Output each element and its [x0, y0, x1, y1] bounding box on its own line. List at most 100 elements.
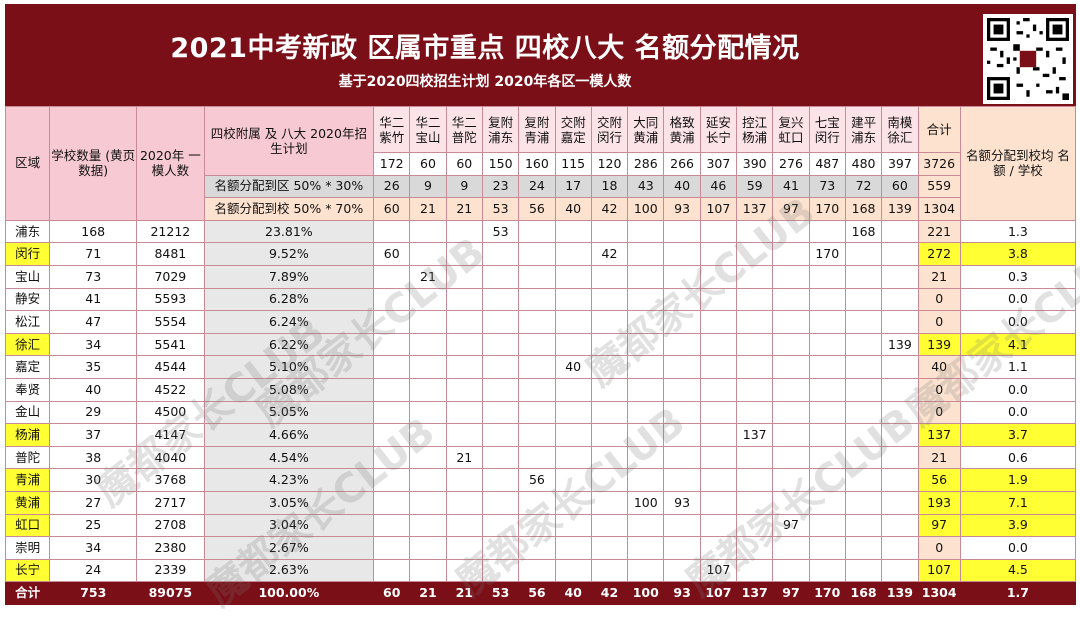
row-total-cell: 272 — [917, 242, 961, 266]
allocation-cell — [481, 536, 520, 560]
allocation-cell — [699, 400, 738, 425]
allocation-cell — [736, 400, 774, 425]
allocation-cell — [554, 468, 592, 492]
allocation-cell — [772, 423, 810, 447]
row-total-cell: 97 — [917, 513, 961, 538]
school-school-quota: 107 — [699, 197, 738, 221]
allocation-cell — [590, 219, 629, 244]
allocation-cell — [844, 490, 883, 515]
header-exam-count: 2020年 一模人数 — [136, 106, 205, 221]
exam-count-cell: 2717 — [136, 490, 205, 515]
table-row: 宝山 73 7029 7.89% 21 21 0.3 — [4, 264, 1077, 289]
school-plan-value: 60 — [445, 152, 483, 176]
allocation-cell — [627, 445, 665, 470]
allocation-cell — [627, 242, 665, 266]
allocation-cell — [772, 264, 810, 289]
school-district-quota: 72 — [844, 174, 883, 199]
allocation-cell — [373, 445, 411, 470]
allocation-cell — [554, 558, 592, 583]
allocation-cell — [518, 332, 556, 357]
allocation-cell — [445, 355, 483, 379]
total-label: 合计 — [4, 581, 51, 605]
school-name-header: 华二 宝山 — [409, 106, 447, 153]
row-avg-cell: 3.7 — [959, 423, 1077, 447]
allocation-cell — [808, 219, 846, 244]
exam-count-cell: 2708 — [136, 513, 205, 538]
header-total: 合计 — [917, 106, 961, 153]
school-school-quota: 97 — [772, 197, 810, 221]
row-total-cell: 139 — [917, 332, 961, 357]
table-row: 普陀 38 4040 4.54% 21 21 0.6 — [4, 445, 1077, 470]
row-total-cell: 56 — [917, 468, 961, 492]
allocation-cell — [699, 219, 738, 244]
school-district-quota: 73 — [808, 174, 846, 199]
percentage-cell: 2.63% — [203, 558, 375, 583]
allocation-cell — [409, 445, 447, 470]
total-row: 合计 753 89075 100.00% 60 21 21 53 56 40 42 100 93 107 1… — [4, 581, 1077, 605]
allocation-cell — [881, 377, 919, 402]
row-total-cell: 0 — [917, 377, 961, 402]
allocation-cell — [627, 400, 665, 425]
qr-code-image — [983, 14, 1073, 104]
school-school-quota: 53 — [481, 197, 520, 221]
allocation-cell: 42 — [590, 242, 629, 266]
table-row: 嘉定 35 4544 5.10% 40 40 1.1 — [4, 355, 1077, 379]
exam-count-cell: 3768 — [136, 468, 205, 492]
allocation-cell — [663, 536, 701, 560]
district-cell: 奉贤 — [4, 377, 51, 402]
allocation-cell — [699, 242, 738, 266]
school-plan-value: 286 — [627, 152, 665, 176]
allocation-cell — [699, 423, 738, 447]
percentage-cell: 7.89% — [203, 264, 375, 289]
school-plan-value: 115 — [554, 152, 592, 176]
exam-count-cell: 4522 — [136, 377, 205, 402]
school-district-quota: 40 — [663, 174, 701, 199]
allocation-cell — [627, 264, 665, 289]
allocation-cell — [481, 490, 520, 515]
table-row: 浦东 168 21212 23.81% 53 168 221 1.3 — [4, 219, 1077, 244]
district-cell: 嘉定 — [4, 355, 51, 379]
percentage-cell: 3.05% — [203, 490, 375, 515]
allocation-cell — [590, 536, 629, 560]
allocation-cell — [409, 468, 447, 492]
exam-count-cell: 2339 — [136, 558, 205, 583]
school-plan-value: 487 — [808, 152, 846, 176]
allocation-cell — [445, 558, 483, 583]
allocation-cell — [881, 423, 919, 447]
school-plan-value: 397 — [881, 152, 919, 176]
school-plan-value: 307 — [699, 152, 738, 176]
allocation-cell — [844, 400, 883, 425]
district-cell: 黄浦 — [4, 490, 51, 515]
school-count-cell: 27 — [49, 490, 138, 515]
allocation-cell — [699, 287, 738, 312]
school-plan-value: 160 — [518, 152, 556, 176]
row-avg-cell: 0.0 — [959, 536, 1077, 560]
allocation-cell — [772, 219, 810, 244]
school-school-quota: 93 — [663, 197, 701, 221]
allocation-cell — [627, 377, 665, 402]
allocation-cell — [481, 558, 520, 583]
allocation-cell — [518, 423, 556, 447]
header-district: 区域 — [4, 106, 51, 221]
school-district-quota: 41 — [772, 174, 810, 199]
allocation-cell — [844, 264, 883, 289]
school-name-header: 控江 杨浦 — [736, 106, 774, 153]
allocation-cell — [373, 355, 411, 379]
allocation-cell — [663, 332, 701, 357]
row-total-cell: 193 — [917, 490, 961, 515]
row-total-cell: 0 — [917, 287, 961, 312]
allocation-cell — [590, 423, 629, 447]
percentage-cell: 2.67% — [203, 536, 375, 560]
allocation-cell: 107 — [699, 558, 738, 583]
allocation-cell — [445, 242, 483, 266]
allocation-cell — [736, 377, 774, 402]
row-avg-cell: 0.0 — [959, 377, 1077, 402]
school-count-cell: 40 — [49, 377, 138, 402]
allocation-cell — [808, 355, 846, 379]
allocation-cell: 93 — [663, 490, 701, 515]
allocation-cell — [699, 377, 738, 402]
allocation-cell — [808, 332, 846, 357]
allocation-cell — [590, 287, 629, 312]
allocation-cell — [518, 242, 556, 266]
table-row: 闵行 71 8481 9.52% 60 42 170 272 3.8 — [4, 242, 1077, 266]
